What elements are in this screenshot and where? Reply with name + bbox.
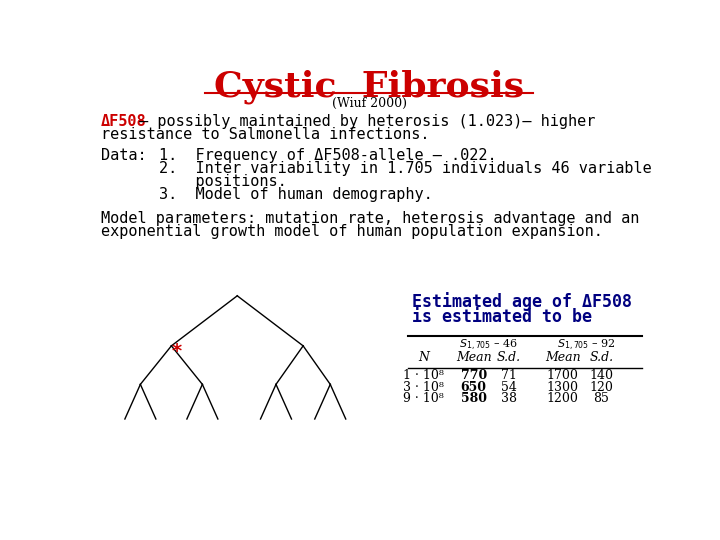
Text: 1300: 1300 [546,381,579,394]
Text: Data:: Data: [101,148,146,163]
Text: positions.: positions. [159,174,287,190]
Text: is estimated to be: is estimated to be [412,308,592,326]
Text: 85: 85 [593,393,609,406]
Text: 120: 120 [590,381,613,394]
Text: 3.  Model of human demography.: 3. Model of human demography. [159,187,433,202]
Text: 580: 580 [461,393,487,406]
Text: Cystic  Fibrosis: Cystic Fibrosis [214,69,524,104]
Text: 3 · 10⁸: 3 · 10⁸ [402,381,444,394]
Text: Mean: Mean [456,351,492,364]
Text: N: N [418,351,428,364]
Text: S.d.: S.d. [590,351,613,364]
Text: 54: 54 [500,381,516,394]
Text: Mean: Mean [545,351,580,364]
Text: exponential growth model of human population expansion.: exponential growth model of human popula… [101,225,603,239]
Text: – possibly maintained by heterosis (1.023)– higher: – possibly maintained by heterosis (1.02… [130,113,595,129]
Text: 1700: 1700 [546,369,579,382]
Text: S.d.: S.d. [496,351,521,364]
Text: 9 · 10⁸: 9 · 10⁸ [403,393,444,406]
Text: 770: 770 [461,369,487,382]
Text: $S_{1,705}$ – 46: $S_{1,705}$ – 46 [459,338,518,353]
Text: 1 · 10⁸: 1 · 10⁸ [402,369,444,382]
Text: 140: 140 [590,369,613,382]
Text: 38: 38 [500,393,516,406]
Text: 1.  Frequency of ΔF508-allele – .022.: 1. Frequency of ΔF508-allele – .022. [159,148,497,163]
Text: *: * [172,342,182,361]
Text: 71: 71 [500,369,516,382]
Text: 2.  Inter variability in 1.705 individuals 46 variable: 2. Inter variability in 1.705 individual… [159,161,652,176]
Text: Model parameters: mutation rate, heterosis advantage and an: Model parameters: mutation rate, heteros… [101,211,639,226]
Text: (Wiuf 2000): (Wiuf 2000) [331,97,407,110]
Text: 650: 650 [461,381,487,394]
Text: 1200: 1200 [546,393,579,406]
Text: Estimated age of ΔF508: Estimated age of ΔF508 [412,293,631,312]
Text: ΔF508: ΔF508 [101,113,146,129]
Text: $S_{1,705}$ – 92: $S_{1,705}$ – 92 [557,338,616,353]
Text: resistance to Salmonella infections.: resistance to Salmonella infections. [101,126,429,141]
